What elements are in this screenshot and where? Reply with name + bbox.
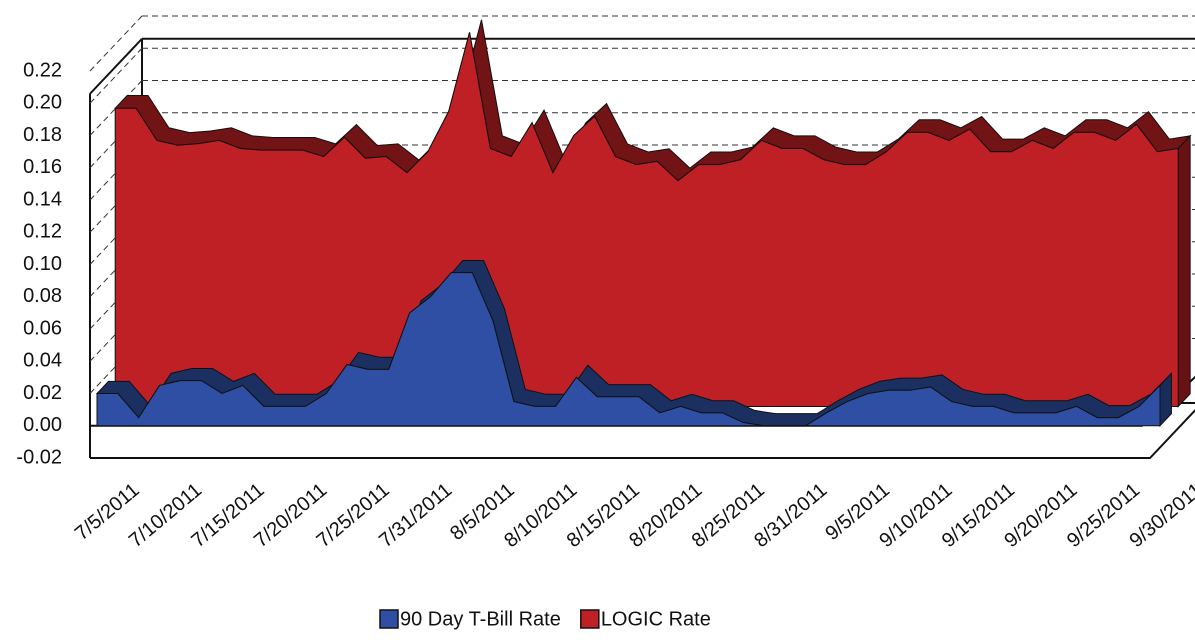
area-side bbox=[1177, 134, 1191, 408]
y-tick-label: 0.22 bbox=[23, 59, 62, 81]
grid-line bbox=[89, 47, 143, 104]
legend-swatch bbox=[379, 609, 399, 629]
y-tick-label: 0.16 bbox=[23, 156, 62, 178]
area bbox=[96, 272, 1161, 427]
y-tick-label: 0.12 bbox=[23, 221, 62, 243]
legend-swatch bbox=[580, 609, 600, 629]
grid-line bbox=[89, 80, 143, 136]
y-tick-label: 0.20 bbox=[23, 92, 62, 114]
y-tick-label: 0.02 bbox=[23, 382, 62, 404]
legend-label: 90 Day T-Bill Rate bbox=[400, 608, 561, 630]
y-tick-label: 0.06 bbox=[23, 317, 62, 339]
y-tick-label: 0.04 bbox=[23, 350, 62, 372]
legend: 90 Day T-Bill Rate LOGIC Rate bbox=[379, 608, 711, 630]
area bbox=[114, 32, 1179, 407]
left-wall bbox=[89, 38, 143, 458]
y-tick-label: 0.14 bbox=[23, 188, 62, 210]
y-tick-label: 0.00 bbox=[23, 414, 62, 436]
y-tick-label: 0.18 bbox=[23, 124, 62, 146]
y-tick-label: -0.02 bbox=[16, 446, 62, 468]
y-tick-label: 0.08 bbox=[23, 285, 62, 307]
y-tick-label: 0.10 bbox=[23, 253, 62, 275]
grid-line bbox=[89, 15, 143, 72]
legend-label: LOGIC Rate bbox=[601, 608, 711, 630]
floor bbox=[90, 408, 1195, 459]
